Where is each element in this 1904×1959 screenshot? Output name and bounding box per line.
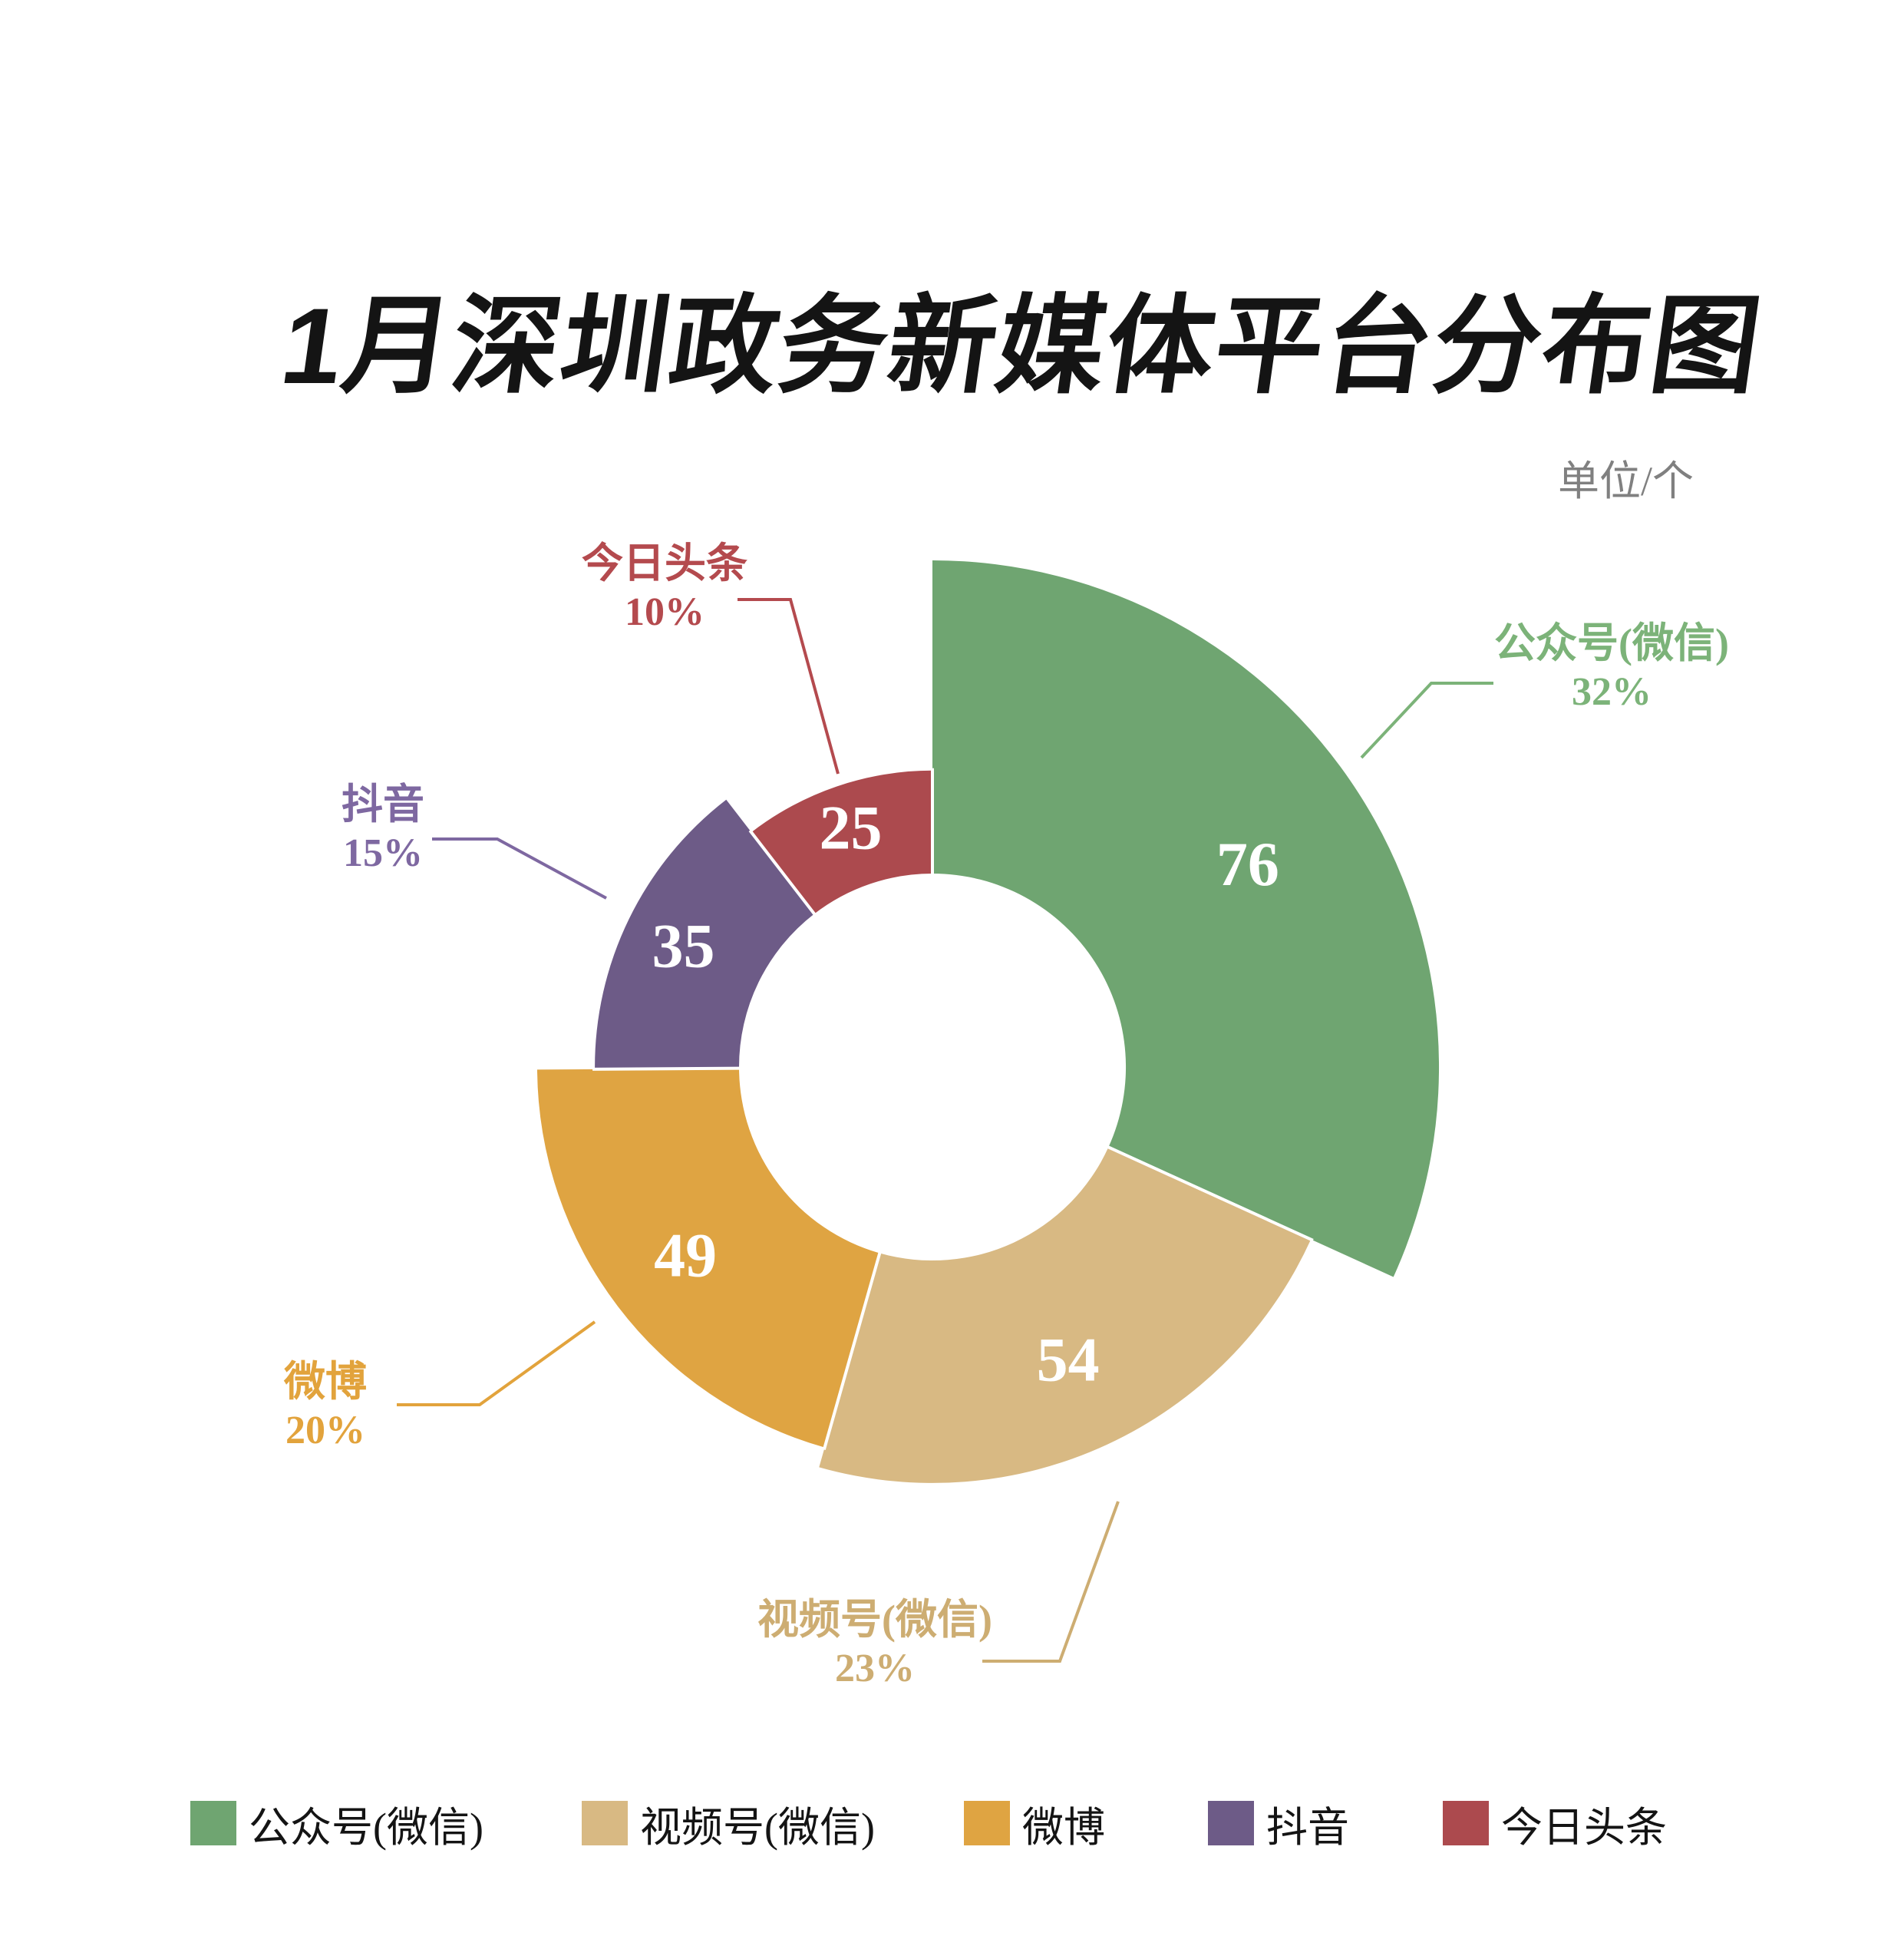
unit-label: 单位/个 — [1558, 458, 1694, 504]
legend-label: 视频号(微信) — [640, 1804, 875, 1851]
leader-line-视频号(微信) — [982, 1501, 1120, 1663]
leader-line-今日头条 — [738, 598, 840, 775]
pie-segment-今日头条 — [751, 770, 932, 914]
legend-label: 公众号(微信) — [249, 1804, 483, 1851]
legend-item-抖音: 抖音 — [1208, 1800, 1349, 1851]
pie-segment-视频号(微信) — [819, 1147, 1312, 1483]
legend-item-微博: 微博 — [964, 1800, 1105, 1851]
callout-label: 微博 — [284, 1359, 367, 1405]
legend-swatch-icon — [964, 1801, 1010, 1845]
pie-segment-公众号(微信) — [932, 560, 1440, 1277]
segment-value-视频号(微信): 54 — [1037, 1325, 1100, 1395]
callout-percent: 20% — [285, 1409, 365, 1452]
pie-segment-微博 — [537, 1068, 880, 1448]
legend: 公众号(微信) 视频号(微信) 微博 抖音 今日头条 — [0, 1800, 1904, 1851]
segment-value-今日头条: 25 — [820, 792, 883, 862]
legend-item-公众号(微信): 公众号(微信) — [190, 1800, 483, 1851]
segment-gap — [822, 1250, 883, 1450]
segment-value-公众号(微信): 76 — [1216, 829, 1279, 899]
legend-label: 今日头条 — [1501, 1804, 1667, 1851]
legend-label: 微博 — [1022, 1804, 1105, 1851]
segment-value-微博: 49 — [654, 1221, 717, 1290]
callout-percent: 23% — [835, 1647, 915, 1690]
callout-label: 视频号(微信) — [757, 1597, 992, 1643]
callout-percent: 32% — [1572, 670, 1652, 714]
callout-抖音: 抖音 15% — [342, 780, 424, 878]
pie-segment-抖音 — [595, 799, 814, 1069]
callout-label: 公众号(微信) — [1494, 620, 1729, 666]
legend-swatch-icon — [190, 1801, 236, 1845]
callout-公众号(微信): 公众号(微信) 32% — [1494, 619, 1729, 717]
callout-percent: 10% — [625, 590, 705, 634]
legend-swatch-icon — [1208, 1801, 1254, 1845]
legend-item-视频号(微信): 视频号(微信) — [582, 1800, 875, 1851]
segment-gap — [748, 829, 817, 917]
callout-今日头条: 今日头条 10% — [582, 539, 747, 637]
legend-swatch-icon — [582, 1801, 628, 1845]
segment-gap — [1105, 1145, 1314, 1242]
callout-视频号(微信): 视频号(微信) 23% — [757, 1595, 992, 1693]
legend-item-今日头条: 今日头条 — [1443, 1800, 1667, 1851]
leader-line-公众号(微信) — [1360, 682, 1493, 759]
callout-label: 抖音 — [342, 781, 424, 828]
callout-percent: 15% — [343, 831, 423, 875]
callout-label: 今日头条 — [582, 540, 747, 586]
leader-line-微博 — [397, 1320, 596, 1406]
leader-line-抖音 — [432, 837, 607, 900]
legend-swatch-icon — [1443, 1801, 1489, 1845]
legend-label: 抖音 — [1266, 1804, 1349, 1851]
segment-value-抖音: 35 — [652, 910, 715, 980]
callout-微博: 微博 20% — [284, 1357, 367, 1455]
